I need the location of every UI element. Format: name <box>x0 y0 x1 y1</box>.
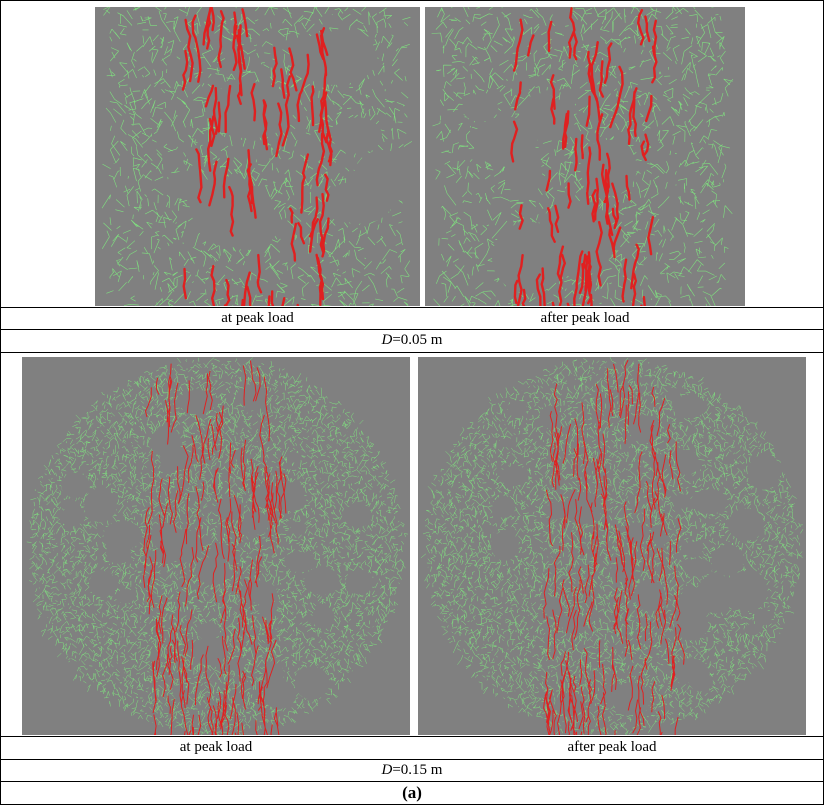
aggregate-blob <box>753 610 772 626</box>
aggregate-blob <box>491 530 519 561</box>
aggregate-blob <box>629 415 661 444</box>
aggregate-blob <box>634 579 666 612</box>
table-border-top <box>0 0 824 1</box>
aggregate-blob <box>712 544 744 576</box>
crack-pattern <box>142 360 287 735</box>
dimension-symbol: D <box>381 332 393 348</box>
crack-pattern <box>510 7 658 306</box>
aggregate-blob <box>88 570 116 598</box>
aggregate-blob <box>700 580 727 604</box>
aggregate-blob <box>327 180 393 224</box>
aggregate-blob <box>150 427 182 457</box>
aggregate-blob <box>683 558 713 577</box>
table-row-divider <box>0 736 824 737</box>
dimension-label-large: D=0.15 m <box>0 760 824 780</box>
aggregate-blob <box>492 496 516 518</box>
aggregate-blob <box>626 522 650 544</box>
crack-path <box>142 360 287 735</box>
aggregate-blob <box>61 472 90 498</box>
caption-after-peak-load: after peak load <box>540 310 630 326</box>
crack-pattern <box>181 7 333 306</box>
dimension-symbol: D <box>381 762 393 778</box>
aggregate-blob <box>482 524 496 535</box>
aggregate-blob <box>343 504 372 528</box>
crack-path <box>181 7 333 306</box>
aggregate-blob <box>60 498 78 511</box>
dimension-value: =0.05 m <box>392 332 443 348</box>
aggregate-blob <box>152 522 180 552</box>
aggregate-blob <box>242 510 269 535</box>
aggregate-blob <box>262 680 297 709</box>
aggregate-blob <box>672 494 692 509</box>
aggregate-blob <box>689 672 713 692</box>
aggregate-particles <box>482 387 780 716</box>
aggregate-blob <box>258 599 277 618</box>
aggregate-blob <box>473 116 537 167</box>
aggregate-blob <box>747 455 780 490</box>
table-row-divider <box>0 307 824 308</box>
aggregate-blob <box>680 541 704 556</box>
simulation-image-large-peak <box>22 357 410 735</box>
table-row-divider <box>0 781 824 782</box>
aggregate-blob <box>166 170 209 200</box>
table-border-left <box>0 0 1 805</box>
aggregate-blob <box>84 488 117 523</box>
aggregate-blob <box>262 662 284 685</box>
aggregate-blob <box>492 221 567 294</box>
aggregate-blob <box>546 501 566 520</box>
aggregate-blob <box>652 531 668 546</box>
dimension-value: =0.15 m <box>392 762 443 778</box>
aggregate-blob <box>192 636 227 666</box>
aggregate-blob <box>291 31 378 85</box>
aggregate-blob <box>667 387 681 402</box>
figure-label: (a) <box>402 783 422 802</box>
aggregate-blob <box>304 567 340 595</box>
simulation-image-large-post-peak <box>418 357 806 735</box>
aggregate-blob <box>543 596 563 616</box>
aggregate-blob <box>106 540 131 564</box>
aggregate-particles <box>166 31 411 250</box>
table-row-divider <box>0 759 824 760</box>
caption-at-peak-load: at peak load <box>221 310 294 326</box>
aggregate-blob <box>727 508 765 541</box>
aggregate-blob <box>675 449 699 475</box>
aggregate-blob <box>728 570 768 612</box>
aggregate-blob <box>312 605 335 630</box>
crack-pattern <box>543 359 685 735</box>
aggregate-blob <box>290 521 307 535</box>
table-row-divider <box>0 352 824 353</box>
crack-path <box>543 359 685 735</box>
aggregate-particles <box>462 93 637 294</box>
aggregate-blob <box>345 569 374 595</box>
aggregate-blob <box>294 666 330 700</box>
aggregate-blob <box>179 389 216 415</box>
aggregate-blob <box>115 589 136 604</box>
aggregate-blob <box>59 508 84 527</box>
caption-after-peak-load: after peak load <box>567 739 657 755</box>
aggregate-blob <box>690 489 728 514</box>
aggregate-blob <box>196 622 221 640</box>
crack-path <box>510 7 658 306</box>
aggregate-blob <box>229 658 245 672</box>
aggregate-blob <box>499 466 529 487</box>
simulation-image-small-peak <box>95 7 420 306</box>
aggregate-blob <box>284 551 316 573</box>
aggregate-blob <box>601 684 631 705</box>
aggregate-blob <box>672 394 706 419</box>
aggregate-blob <box>498 438 513 448</box>
aggregate-blob <box>507 400 527 418</box>
aggregate-blob <box>194 557 230 585</box>
dimension-label-small: D=0.05 m <box>0 330 824 350</box>
aggregate-blob <box>462 93 499 122</box>
caption-at-peak-load: at peak load <box>179 739 253 755</box>
aggregate-blob <box>215 197 279 250</box>
simulation-image-small-post-peak <box>425 7 745 306</box>
aggregate-blob <box>235 389 261 406</box>
aggregate-blob <box>331 117 383 154</box>
aggregate-blob <box>286 452 303 463</box>
table-row-divider <box>0 329 824 330</box>
aggregate-blob <box>744 623 761 636</box>
